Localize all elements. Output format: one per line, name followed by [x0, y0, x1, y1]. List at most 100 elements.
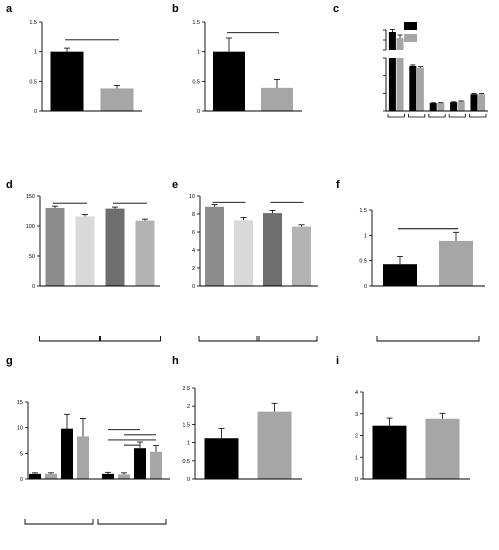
panel-f: f 0 0.5 1 1.5	[336, 179, 485, 342]
e-ytick-label: 2	[192, 266, 195, 272]
h-ytick-label: 1.5	[182, 422, 190, 428]
d-ytick-label: 0	[32, 284, 35, 290]
h-ytick-label: 0	[187, 477, 190, 483]
legend	[404, 22, 417, 42]
h-bar	[257, 411, 292, 479]
a-ytick-label: 0	[34, 109, 37, 115]
panel-b: b 0 0.5 1 1.5	[172, 3, 302, 115]
b-ytick-label: 1	[197, 50, 200, 56]
g-bar	[118, 474, 130, 479]
f-bar	[439, 240, 473, 286]
d-ytick-label: 150	[26, 194, 35, 200]
c-bar	[437, 103, 445, 111]
panel-e-label: e	[172, 179, 178, 191]
h-bar	[204, 438, 239, 479]
h-ytick-label: 2.5	[182, 386, 190, 392]
f-ytick-label: 0	[364, 284, 367, 290]
c-bar-upper	[388, 32, 396, 50]
panel-c: c	[333, 3, 488, 118]
c-bar	[457, 101, 465, 111]
a-ytick-label: 1	[34, 50, 37, 56]
d-group-bracket	[39, 336, 101, 342]
panel-i: i 0 1 2 3 4	[336, 355, 470, 483]
d-bar	[135, 220, 155, 286]
d-bar	[105, 208, 125, 286]
panel-a-label: a	[6, 3, 13, 15]
e-bar	[263, 213, 282, 286]
g-ytick-label: 5	[20, 451, 23, 457]
d-ytick-label: 100	[26, 224, 35, 230]
a-bar	[100, 88, 134, 111]
legend-swatch	[404, 22, 417, 30]
panel-a: a 0 0.5 1 1.5	[6, 3, 142, 115]
c-category-bracket	[408, 114, 426, 118]
e-group-bracket	[256, 336, 318, 342]
b-ytick-label: 0.5	[192, 79, 200, 85]
f-ytick-label: 1	[364, 233, 367, 239]
e-ytick-label: 10	[189, 194, 195, 200]
e-ytick-label: 0	[192, 284, 195, 290]
g-bar	[45, 473, 57, 479]
f-bar	[383, 264, 417, 286]
panel-h-label: h	[172, 355, 179, 367]
d-bar	[45, 208, 65, 286]
c-category-bracket	[428, 114, 446, 118]
h-ytick-label: 0.5	[182, 459, 190, 465]
i-ytick-label: 4	[355, 390, 358, 396]
d-bar	[75, 216, 95, 286]
e-ytick-label: 4	[192, 248, 195, 254]
h-ytick-label: 2	[187, 404, 190, 410]
legend-swatch	[404, 34, 417, 42]
panel-e: e 0 2 4 6 8 10	[172, 179, 318, 342]
i-ytick-label: 2	[355, 434, 358, 440]
e-group-bracket	[198, 336, 260, 342]
g-bar	[77, 436, 89, 479]
g-bar	[29, 473, 41, 479]
g-bar	[150, 451, 162, 479]
c-bar	[450, 102, 458, 111]
g-ytick-label: 0	[20, 477, 23, 483]
g-group-bracket	[97, 519, 167, 525]
c-bar	[409, 65, 417, 111]
c-category-bracket	[387, 114, 405, 118]
f-ytick-label: 1.5	[359, 208, 367, 214]
h-ytick-label: 1	[187, 441, 190, 447]
i-ytick-label: 0	[355, 477, 358, 483]
panel-g: g 0 5 10 15	[6, 355, 170, 525]
c-category-bracket	[448, 114, 466, 118]
panel-d-label: d	[6, 179, 13, 191]
c-bar	[396, 58, 404, 111]
e-ytick-label: 8	[192, 212, 195, 218]
i-ytick-label: 1	[355, 455, 358, 461]
c-bar	[388, 58, 396, 111]
panel-i-label: i	[336, 355, 339, 367]
g-ytick-label: 10	[17, 426, 23, 432]
c-bar-upper	[396, 38, 404, 50]
g-ytick-label: 15	[17, 400, 23, 406]
a-ytick-label: 1.5	[29, 20, 37, 26]
panel-d: d 0 50 100 150	[6, 179, 161, 342]
e-ytick-label: 6	[192, 230, 195, 236]
d-ytick-label: 50	[29, 254, 35, 260]
e-bar	[234, 220, 253, 286]
i-bar	[425, 418, 460, 479]
e-bar	[292, 226, 311, 286]
d-group-bracket	[99, 336, 161, 342]
i-bar	[372, 425, 407, 479]
g-bar	[102, 473, 114, 479]
c-bar	[429, 103, 437, 111]
b-ytick-label: 1.5	[192, 20, 200, 26]
panel-h: h 0 0.5 1 1.5 2 2.5	[172, 355, 302, 483]
c-bar	[470, 94, 478, 111]
i-ytick-label: 3	[355, 412, 358, 418]
c-bar	[478, 94, 486, 111]
a-ytick-label: 0.5	[29, 79, 37, 85]
panel-c-label: c	[333, 3, 339, 15]
panel-f-label: f	[336, 179, 340, 191]
panel-g-label: g	[6, 355, 13, 367]
g-bar	[61, 428, 73, 479]
f-group-bracket	[376, 336, 480, 342]
c-bar	[416, 67, 424, 111]
f-ytick-label: 0.5	[359, 259, 367, 265]
